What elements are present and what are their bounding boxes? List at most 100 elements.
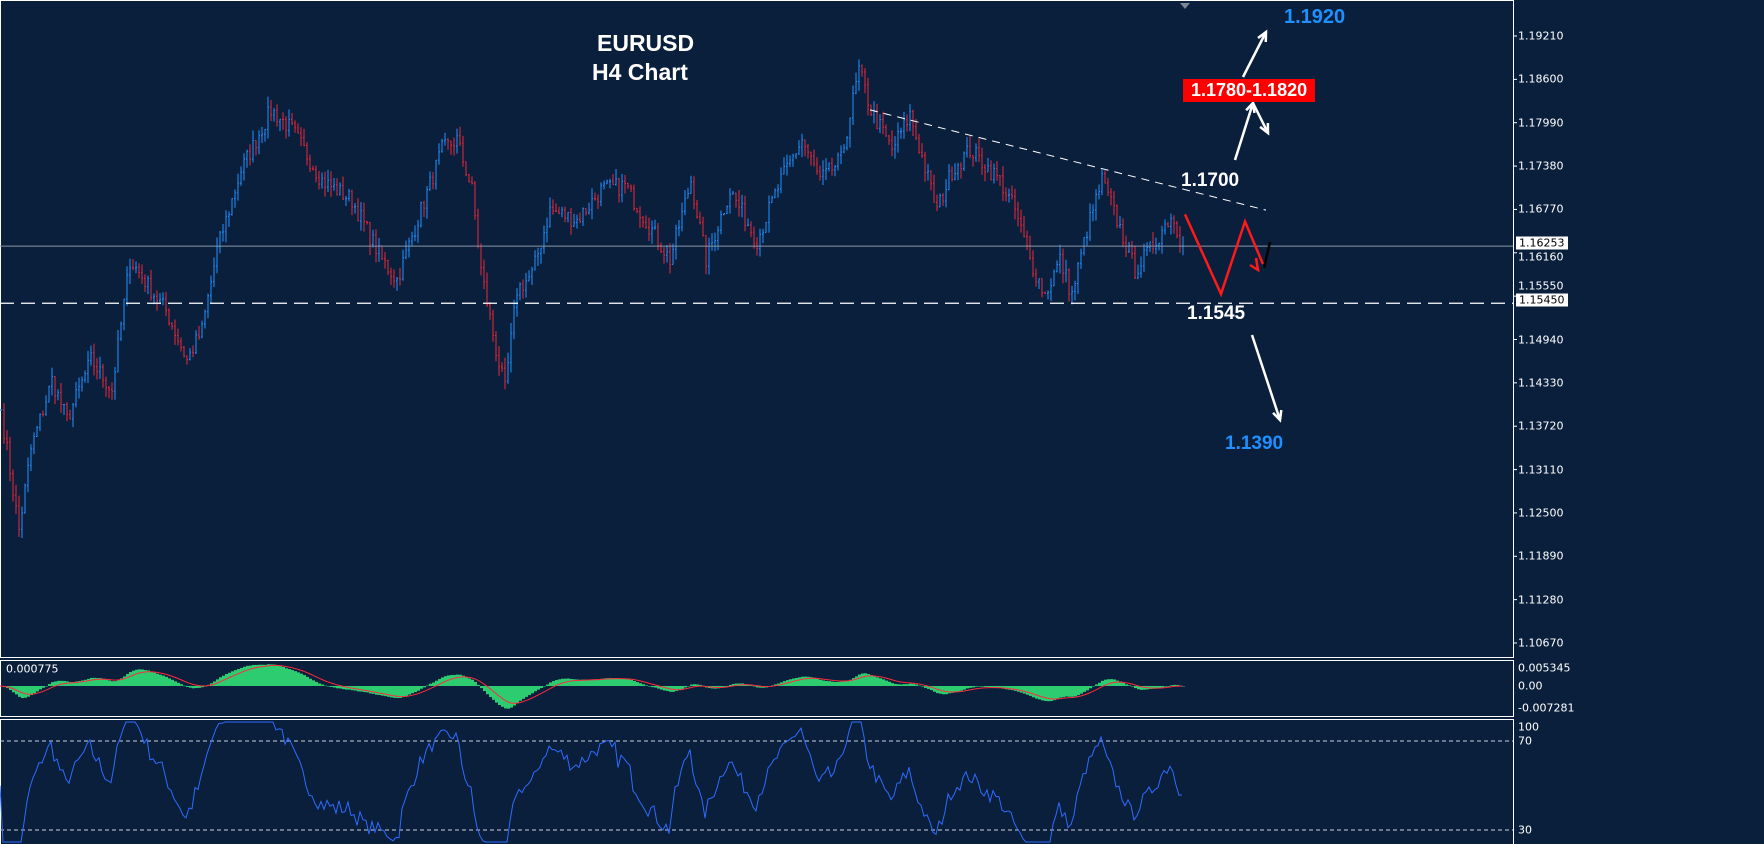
macd-histogram-bar — [1116, 680, 1119, 686]
macd-histogram-bar — [333, 686, 336, 688]
price-bar — [252, 130, 254, 163]
macd-histogram-bar — [876, 677, 879, 686]
price-bar — [468, 173, 470, 183]
macd-histogram-bar — [186, 686, 189, 687]
price-bar — [714, 232, 716, 252]
price-bar — [489, 301, 491, 320]
macd-histogram-bar — [480, 686, 483, 689]
macd-histogram-bar — [234, 670, 237, 686]
macd-histogram-bar — [117, 679, 120, 686]
macd-histogram-bar — [261, 664, 264, 686]
price-bar — [168, 308, 170, 326]
price-bar — [615, 168, 617, 186]
macd-histogram-bar — [525, 686, 528, 697]
macd-histogram-bar — [1092, 686, 1095, 687]
price-bar — [792, 153, 794, 167]
price-bar — [201, 320, 203, 339]
chart-title-symbol: EURUSD — [597, 30, 695, 56]
projection-arrowhead-icon — [1249, 257, 1260, 273]
macd-histogram-bar — [546, 684, 549, 686]
macd-histogram-bar — [138, 669, 141, 686]
price-bar — [297, 123, 299, 134]
price-bar — [939, 193, 941, 208]
macd-histogram-bar — [855, 676, 858, 686]
price-bar — [111, 382, 113, 400]
macd-histogram-bar — [33, 686, 36, 694]
price-bar — [930, 170, 932, 191]
price-bar — [750, 221, 752, 238]
price-bar — [894, 136, 896, 159]
macd-histogram-bar — [636, 682, 639, 686]
price-bar — [942, 193, 944, 206]
price-bar — [807, 144, 809, 159]
macd-histogram-bar — [558, 679, 561, 686]
macd-histogram-bar — [1140, 686, 1143, 690]
price-bar — [129, 258, 131, 285]
price-bar — [171, 322, 173, 330]
price-bar — [402, 249, 404, 281]
price-bar — [507, 352, 509, 384]
price-bar — [6, 430, 8, 451]
macd-histogram-bar — [675, 686, 678, 691]
macd-histogram-bar — [645, 685, 648, 686]
macd-histogram-bar — [1152, 686, 1155, 689]
macd-histogram-bar — [681, 686, 684, 689]
price-bar — [174, 319, 176, 345]
macd-histogram-bar — [1176, 685, 1179, 686]
price-bar — [1095, 189, 1097, 221]
price-bar — [420, 201, 422, 228]
price-bar — [1131, 241, 1133, 259]
price-bar — [1098, 184, 1100, 200]
macd-histogram-bar — [933, 686, 936, 692]
macd-histogram-bar — [408, 686, 411, 695]
macd-histogram-bar — [900, 684, 903, 686]
macd-histogram-bar — [642, 684, 645, 686]
macd-histogram-bar — [228, 672, 231, 686]
macd-histogram-bar — [612, 678, 615, 686]
price-bar — [675, 224, 677, 260]
macd-histogram-bar — [1095, 684, 1098, 686]
macd-histogram-bar — [960, 686, 963, 691]
macd-histogram-bar — [774, 684, 777, 686]
price-bar — [768, 195, 770, 233]
price-bar — [231, 198, 233, 216]
price-bar — [300, 127, 302, 147]
price-bar — [660, 242, 662, 254]
price-bar — [1014, 188, 1016, 220]
macd-histogram-bar — [1044, 686, 1047, 701]
price-bar — [822, 160, 824, 185]
price-bar — [828, 162, 830, 172]
macd-histogram-bar — [624, 679, 627, 686]
arrow-up-to-zone-icon — [1233, 100, 1256, 161]
price-bar — [513, 299, 515, 340]
macd-histogram-bar — [954, 686, 957, 693]
macd-histogram-bar — [1137, 686, 1140, 690]
price-bar — [117, 330, 119, 373]
price-bar — [243, 153, 245, 181]
macd-histogram-bar — [978, 686, 981, 687]
price-bar — [498, 346, 500, 376]
price-bar — [888, 134, 890, 145]
macd-histogram-bar — [99, 678, 102, 686]
price-bar — [813, 149, 815, 167]
macd-histogram-bar — [969, 686, 972, 688]
price-bar — [804, 139, 806, 157]
macd-histogram-bar — [996, 686, 999, 688]
breakout-level-label: 1.1700 — [1181, 170, 1240, 191]
price-bar — [852, 85, 854, 126]
arrow-shaft — [1251, 102, 1270, 134]
macd-histogram-bar — [450, 675, 453, 686]
macd-histogram-bar — [942, 686, 945, 695]
macd-histogram-bar — [462, 675, 465, 686]
chart-title-timeframe: H4 Chart — [592, 59, 688, 85]
price-bar — [423, 200, 425, 218]
macd-histogram-bar — [1182, 685, 1185, 687]
macd-histogram-bar — [231, 671, 234, 686]
price-tick-label: 1.18600 — [1518, 72, 1564, 86]
macd-histogram-bar — [756, 686, 759, 688]
macd-histogram-bar — [429, 683, 432, 686]
macd-histogram-bar — [477, 684, 480, 686]
price-bar — [24, 483, 26, 514]
macd-histogram-bar — [1032, 686, 1035, 698]
macd-histogram-bar — [747, 684, 750, 686]
